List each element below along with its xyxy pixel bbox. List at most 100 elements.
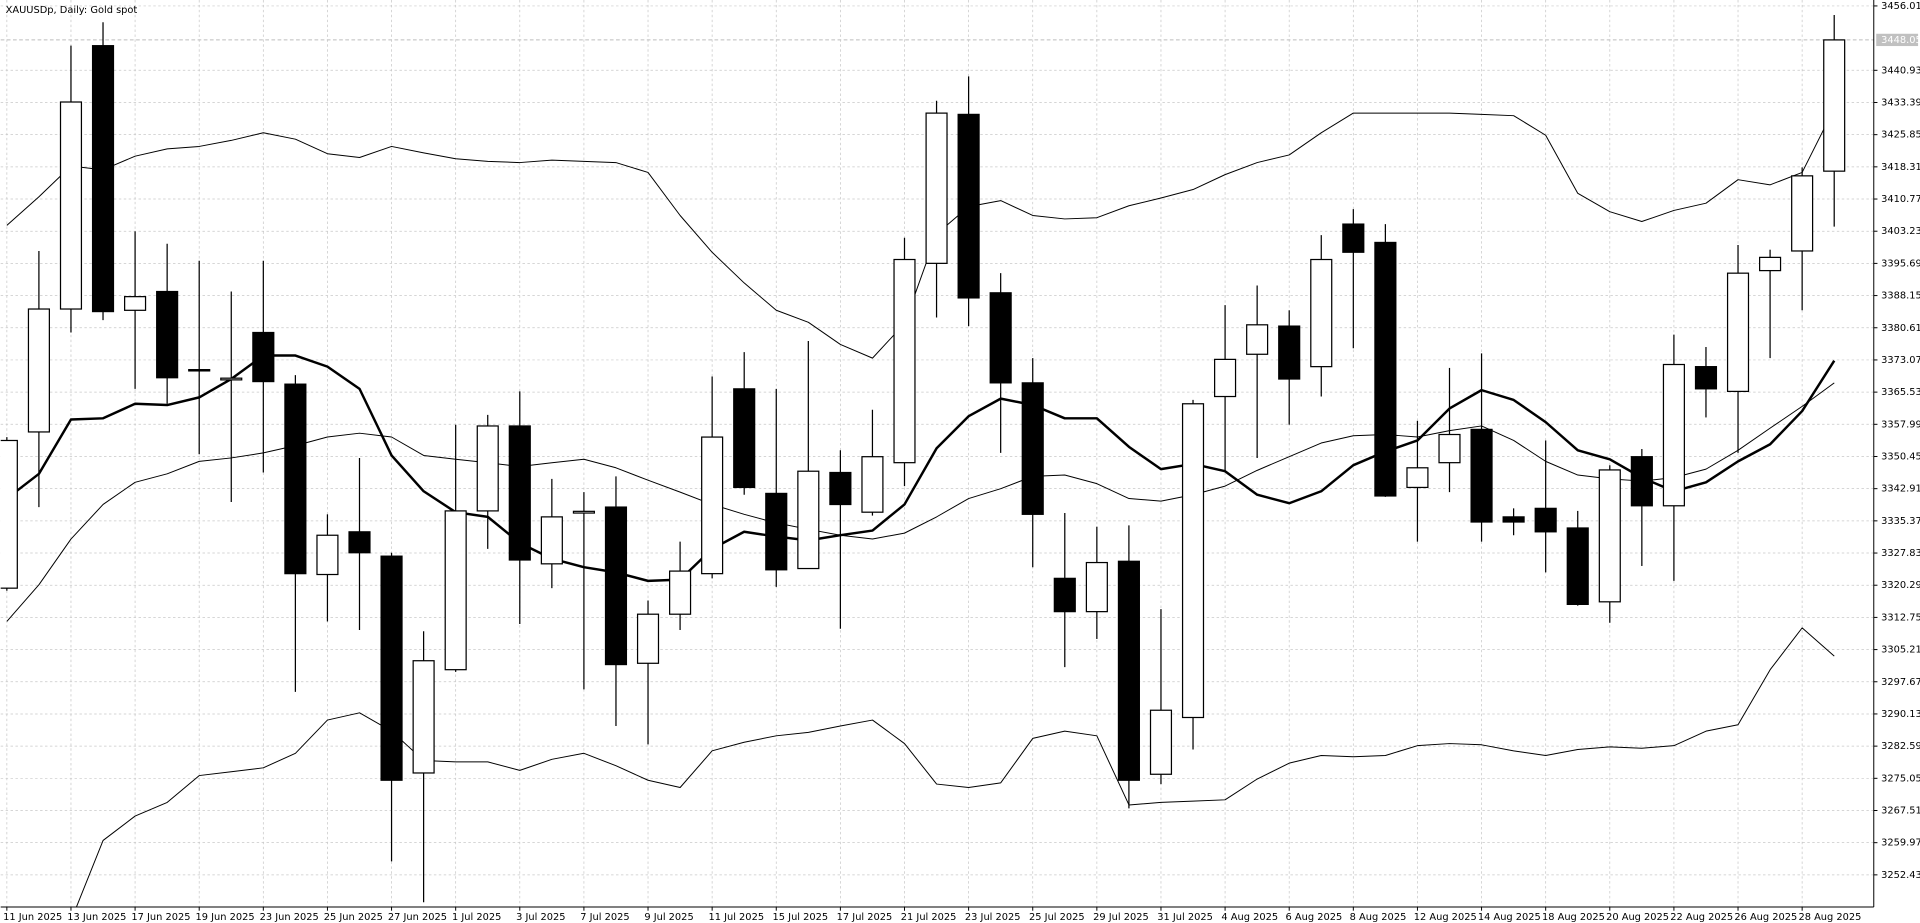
y-tick-label: 3433.39 [1881, 97, 1920, 108]
candle-body [829, 471, 852, 506]
candle-body [1149, 709, 1173, 775]
candle-body [91, 45, 115, 313]
indicator-line [6, 108, 1835, 359]
candle-body [1214, 358, 1237, 398]
candle-body [1053, 577, 1076, 613]
candle-body [1181, 403, 1205, 719]
y-tick-label: 3290.13 [1881, 709, 1920, 720]
x-tick-label: 18 Aug 2025 [1542, 912, 1605, 923]
candle-body [1694, 366, 1718, 390]
x-tick-label: 6 Aug 2025 [1286, 912, 1343, 923]
candle-body [380, 555, 403, 781]
candle-body [1278, 325, 1301, 380]
y-tick-label: 3395.69 [1881, 258, 1920, 269]
y-tick-label: 3410.77 [1881, 194, 1920, 205]
candle-body [220, 377, 243, 381]
x-tick-label: 20 Aug 2025 [1606, 912, 1669, 923]
indicators [6, 108, 1836, 908]
candle-body [1759, 256, 1782, 272]
x-tick-label: 26 Aug 2025 [1734, 912, 1797, 923]
y-tick-label: 3350.45 [1881, 451, 1920, 462]
x-tick-label: 3 Jul 2025 [516, 912, 565, 923]
y-tick-label: 3380.61 [1881, 323, 1920, 334]
x-tick-label: 28 Aug 2025 [1798, 912, 1861, 923]
x-tick-label: 15 Jul 2025 [773, 912, 829, 923]
x-tick-label: 21 Jul 2025 [901, 912, 957, 923]
y-tick-label: 3282.59 [1881, 741, 1920, 752]
x-tick-label: 14 Aug 2025 [1478, 912, 1541, 923]
candle-body [1021, 382, 1044, 515]
candle-body [27, 308, 50, 433]
y-tick-label: 3297.67 [1881, 677, 1920, 688]
candle-body [1117, 560, 1140, 781]
candle-body [508, 425, 531, 561]
candle-body [252, 331, 275, 383]
candle-body [1791, 175, 1814, 252]
indicator-line [6, 354, 1836, 583]
y-tick-label: 3275.05 [1881, 773, 1920, 784]
candle-body [1598, 469, 1621, 603]
candle-body [1438, 433, 1461, 464]
x-tick-label: 19 Jun 2025 [196, 912, 255, 923]
candle-body [733, 388, 756, 489]
y-tick-label: 3425.85 [1881, 130, 1920, 141]
candle-body [701, 436, 724, 575]
x-tick-label: 25 Jun 2025 [324, 912, 383, 923]
x-tick-label: 31 Jul 2025 [1157, 912, 1213, 923]
candle-body [957, 113, 980, 299]
x-tick-label: 13 Jun 2025 [67, 912, 126, 923]
candle-body [1310, 258, 1333, 368]
x-tick-label: 7 Jul 2025 [580, 912, 629, 923]
y-tick-label: 3335.37 [1881, 516, 1920, 527]
x-tick-label: 8 Aug 2025 [1350, 912, 1407, 923]
y-tick-label: 3327.83 [1881, 548, 1920, 559]
chart-title: XAUUSDp, Daily: Gold spot [6, 5, 138, 16]
y-tick-label: 3305.21 [1881, 645, 1920, 656]
candle-body [989, 292, 1012, 384]
last-price-label: 3448.05 [1881, 35, 1920, 46]
y-tick-label: 3403.23 [1881, 226, 1920, 237]
candle-body [188, 369, 211, 372]
y-tick-label: 3365.53 [1881, 387, 1920, 398]
y-tick-label: 3373.07 [1881, 355, 1920, 366]
y-tick-label: 3456.01 [1881, 1, 1920, 12]
y-tick-label: 3252.43 [1881, 870, 1920, 881]
x-tick-label: 1 Jul 2025 [452, 912, 501, 923]
candle-body [412, 660, 435, 774]
candle-body [669, 570, 692, 615]
candle-body [1406, 467, 1429, 489]
candle-body [59, 101, 83, 310]
candle-body [893, 258, 916, 464]
candle-body [1470, 428, 1493, 523]
x-tick-label: 4 Aug 2025 [1221, 912, 1278, 923]
candle-body [861, 456, 884, 513]
indicator-line [75, 627, 1835, 908]
y-tick-label: 3440.93 [1881, 65, 1920, 76]
candle-body [1246, 324, 1269, 355]
candle-body [1726, 272, 1750, 393]
candle-body [1342, 223, 1365, 253]
x-tick-label: 27 Jun 2025 [388, 912, 447, 923]
x-tick-label: 11 Jul 2025 [708, 912, 764, 923]
candle-body [797, 470, 820, 570]
axes: 3456.01 3440.93 3433.39 3425.85 3418.31 3410.… [3, 1, 1920, 923]
candle-body [0, 439, 18, 589]
y-tick-label: 3418.31 [1881, 162, 1920, 173]
last-price-box [1876, 33, 1919, 47]
candle-body [316, 534, 339, 576]
candle-body [1823, 39, 1846, 172]
candle-body [572, 510, 595, 514]
candle-body [1630, 456, 1653, 507]
candle-body [348, 531, 371, 554]
candle-body [1662, 363, 1685, 507]
x-tick-label: 29 Jul 2025 [1093, 912, 1149, 923]
x-tick-label: 9 Jul 2025 [644, 912, 693, 923]
x-tick-label: 12 Aug 2025 [1414, 912, 1477, 923]
candle-body [925, 112, 948, 264]
x-tick-label: 22 Aug 2025 [1670, 912, 1733, 923]
x-tick-label: 23 Jul 2025 [965, 912, 1021, 923]
x-tick-label: 17 Jul 2025 [837, 912, 893, 923]
candle-body [636, 613, 660, 664]
candles [0, 14, 1846, 903]
y-tick-label: 3357.99 [1881, 419, 1920, 430]
